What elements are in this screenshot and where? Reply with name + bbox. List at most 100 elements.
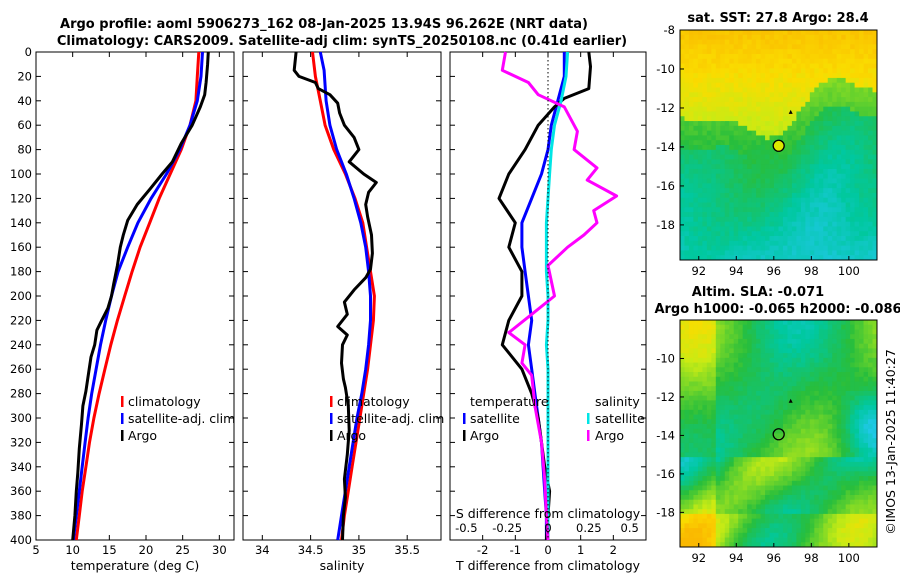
map-cell	[841, 499, 847, 505]
map-cell	[854, 135, 860, 141]
map-cell	[747, 504, 753, 510]
map-cell	[782, 409, 788, 415]
map-cell	[850, 188, 856, 194]
map-cell	[720, 528, 726, 534]
map-cell	[800, 386, 806, 392]
map-cell	[787, 111, 793, 117]
map-cell	[814, 461, 820, 468]
map-cell	[751, 485, 757, 491]
map-cell	[778, 159, 784, 165]
map-cell	[791, 77, 797, 84]
map-cell	[693, 82, 699, 88]
map-cell	[724, 240, 730, 247]
map-cell	[809, 372, 815, 378]
map-cell	[697, 324, 703, 330]
map-cell	[854, 226, 860, 232]
map-cell	[791, 390, 797, 397]
map-cell	[863, 537, 869, 543]
map-cell	[782, 202, 788, 208]
map-cell	[859, 39, 864, 45]
map-cell	[868, 216, 873, 223]
map-cell	[720, 39, 726, 45]
map-cell	[760, 442, 766, 449]
map-y-tick-label: -12	[656, 390, 675, 404]
map-cell	[747, 49, 753, 55]
map-cell	[724, 212, 730, 218]
map-cell	[841, 513, 847, 520]
map-cell	[778, 438, 784, 444]
map-cell	[711, 87, 717, 93]
map-cell	[729, 471, 735, 477]
map-cell	[800, 405, 806, 411]
map-cell	[697, 130, 703, 136]
map-cell	[800, 537, 806, 543]
map-cell	[760, 518, 766, 524]
map-cell	[836, 428, 842, 434]
map-cell	[850, 140, 856, 146]
map-cell	[845, 518, 851, 524]
map-cell	[823, 338, 829, 345]
map-cell	[800, 509, 806, 515]
map-cell	[711, 168, 717, 175]
map-cell	[796, 419, 802, 425]
map-cell	[854, 419, 860, 425]
map-cell	[680, 231, 685, 237]
map-cell	[680, 140, 685, 146]
map-cell	[711, 183, 717, 189]
map-cell	[850, 116, 856, 122]
map-cell	[818, 188, 824, 194]
map-cell	[787, 452, 793, 458]
map-cell	[782, 34, 788, 40]
map-cell	[765, 135, 770, 141]
map-cell	[724, 130, 730, 136]
map-cell	[697, 480, 703, 486]
map-cell	[832, 334, 838, 340]
map-cell	[720, 367, 726, 373]
map-cell	[693, 320, 699, 326]
map-cell	[796, 528, 802, 534]
map-cell	[805, 476, 811, 482]
map-cell	[688, 68, 694, 74]
map-cell	[751, 476, 757, 482]
map-cell	[782, 97, 788, 103]
map-cell	[760, 405, 766, 411]
map-cell	[693, 173, 699, 179]
map-cell	[859, 338, 864, 345]
map-cell	[760, 168, 766, 175]
map-cell	[729, 92, 735, 98]
map-cell	[684, 121, 690, 127]
map-cell	[818, 447, 824, 453]
map-cell	[715, 168, 721, 175]
map-cell	[850, 499, 856, 505]
map-cell	[756, 348, 761, 354]
map-cell	[805, 97, 811, 103]
map-cell	[859, 168, 864, 175]
map-cell	[805, 226, 811, 232]
map-cell	[702, 53, 708, 60]
map-cell	[778, 212, 784, 218]
map-cell	[733, 216, 739, 223]
map-cell	[715, 39, 721, 45]
map-cell	[751, 509, 757, 515]
map-cell	[796, 82, 802, 88]
map-cell	[774, 466, 779, 472]
map-cell	[872, 537, 878, 543]
map-cell	[760, 44, 766, 50]
map-cell	[720, 390, 726, 397]
map-cell	[818, 343, 824, 349]
map-cell	[702, 101, 708, 108]
map-cell	[715, 73, 721, 79]
map-cell	[738, 44, 744, 50]
map-cell	[760, 154, 766, 160]
map-cell	[742, 447, 748, 453]
map-cell	[836, 490, 842, 496]
map-cell	[823, 372, 829, 378]
map-cell	[800, 68, 806, 74]
map-cell	[684, 34, 690, 40]
map-cell	[814, 240, 820, 247]
map-cell	[684, 44, 690, 50]
map-cell	[751, 386, 757, 392]
map-cell	[697, 414, 703, 420]
map-cell	[747, 216, 753, 223]
map-cell	[756, 159, 761, 165]
